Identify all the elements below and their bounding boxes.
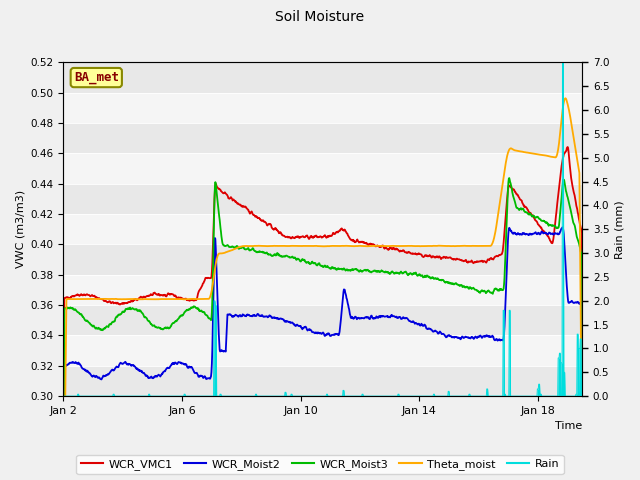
WCR_Moist2	[559, 224, 566, 230]
Bar	[63, 123, 582, 154]
WCR_VMC1	[343, 230, 351, 236]
Rain	[129, 393, 136, 399]
Rain	[559, 60, 566, 65]
WCR_Moist2	[332, 331, 340, 337]
WCR_Moist3	[147, 321, 155, 327]
Theta_moist	[332, 243, 340, 249]
Bar	[63, 305, 582, 336]
WCR_Moist2	[285, 319, 292, 325]
Bar	[63, 214, 582, 244]
Line: WCR_VMC1: WCR_VMC1	[63, 147, 582, 480]
WCR_Moist3	[285, 254, 292, 260]
WCR_Moist2	[234, 314, 242, 320]
Bar	[63, 366, 582, 396]
WCR_Moist2	[147, 374, 155, 380]
Text: BA_met: BA_met	[74, 71, 119, 84]
Bar	[63, 184, 582, 214]
Line: Theta_moist: Theta_moist	[63, 98, 582, 480]
Y-axis label: VWC (m3/m3): VWC (m3/m3)	[15, 190, 25, 268]
Rain	[285, 393, 292, 399]
Bar	[63, 154, 582, 184]
Rain	[234, 393, 242, 399]
WCR_Moist2	[129, 362, 136, 368]
Rain	[332, 393, 340, 399]
Bar	[63, 336, 582, 366]
WCR_VMC1	[285, 234, 292, 240]
X-axis label: Time: Time	[555, 421, 582, 432]
WCR_Moist3	[343, 267, 351, 273]
WCR_VMC1	[129, 299, 136, 304]
WCR_Moist3	[234, 246, 242, 252]
Y-axis label: Rain (mm): Rain (mm)	[615, 200, 625, 259]
WCR_VMC1	[147, 291, 155, 297]
Rain	[147, 393, 155, 399]
WCR_Moist3	[579, 403, 586, 408]
WCR_Moist3	[332, 267, 340, 273]
Bar	[63, 244, 582, 275]
WCR_VMC1	[234, 201, 242, 206]
Bar	[63, 93, 582, 123]
Theta_moist	[129, 296, 136, 302]
Rain	[343, 393, 351, 399]
Bar	[63, 62, 582, 93]
Theta_moist	[147, 296, 155, 302]
WCR_Moist3	[129, 305, 136, 311]
Rain	[579, 393, 586, 399]
Theta_moist	[285, 243, 292, 249]
Theta_moist	[562, 96, 570, 101]
Line: Rain: Rain	[63, 62, 582, 396]
Bar	[63, 275, 582, 305]
Rain	[60, 393, 67, 399]
WCR_Moist2	[579, 437, 586, 443]
Line: WCR_Moist2: WCR_Moist2	[63, 227, 582, 480]
Theta_moist	[234, 244, 242, 250]
WCR_Moist2	[343, 296, 351, 302]
Line: WCR_Moist3: WCR_Moist3	[63, 178, 582, 480]
WCR_VMC1	[332, 229, 340, 235]
Theta_moist	[343, 243, 351, 249]
WCR_VMC1	[564, 144, 572, 150]
Legend: WCR_VMC1, WCR_Moist2, WCR_Moist3, Theta_moist, Rain: WCR_VMC1, WCR_Moist2, WCR_Moist3, Theta_…	[76, 455, 564, 474]
WCR_VMC1	[579, 385, 586, 391]
Text: Soil Moisture: Soil Moisture	[275, 10, 365, 24]
WCR_Moist3	[506, 175, 513, 181]
